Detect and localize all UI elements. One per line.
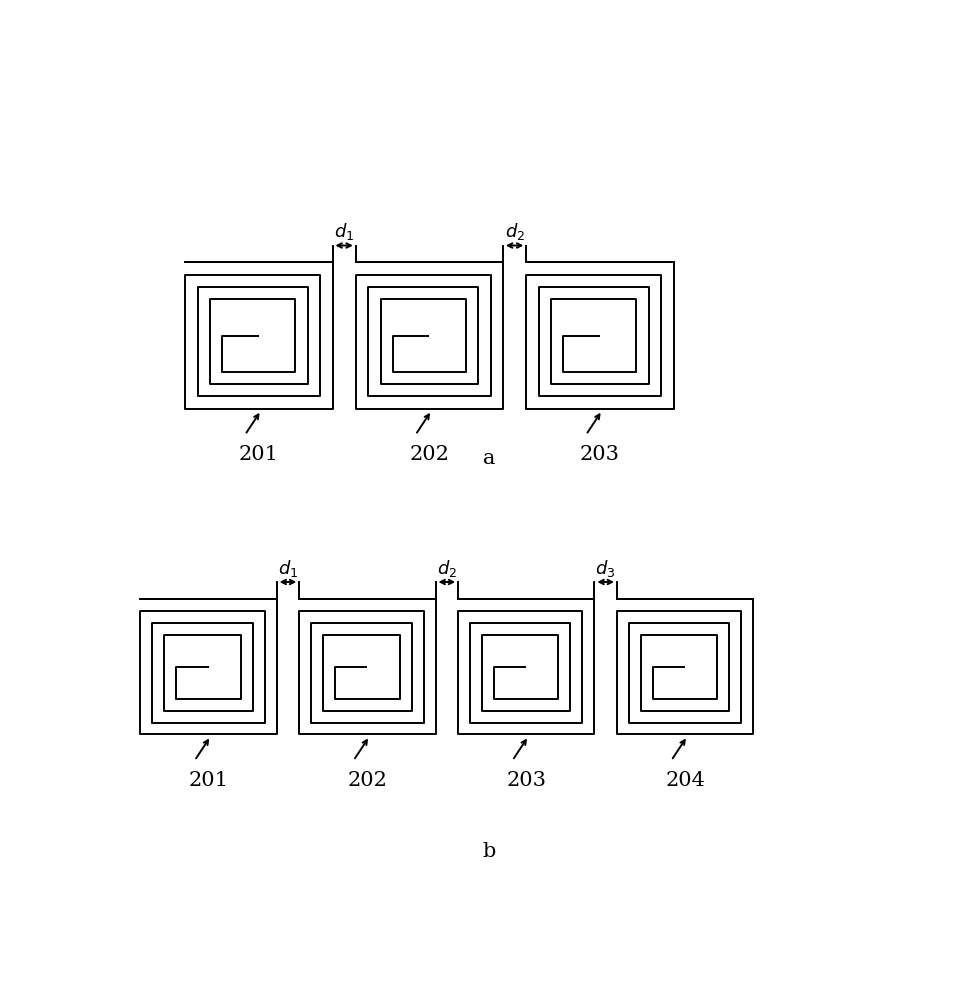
Text: 201: 201	[188, 771, 228, 790]
Text: 202: 202	[348, 771, 388, 790]
Text: 202: 202	[410, 445, 449, 464]
Text: a: a	[483, 449, 496, 468]
Text: 204: 204	[666, 771, 705, 790]
Text: b: b	[482, 842, 496, 861]
Text: $d_{1}$: $d_{1}$	[334, 221, 354, 242]
Text: 203: 203	[506, 771, 546, 790]
Text: 201: 201	[239, 445, 279, 464]
Text: $d_{1}$: $d_{1}$	[278, 558, 298, 579]
Text: $d_{3}$: $d_{3}$	[596, 558, 616, 579]
Text: $d_{2}$: $d_{2}$	[504, 221, 524, 242]
Text: 203: 203	[580, 445, 620, 464]
Text: $d_{2}$: $d_{2}$	[436, 558, 456, 579]
